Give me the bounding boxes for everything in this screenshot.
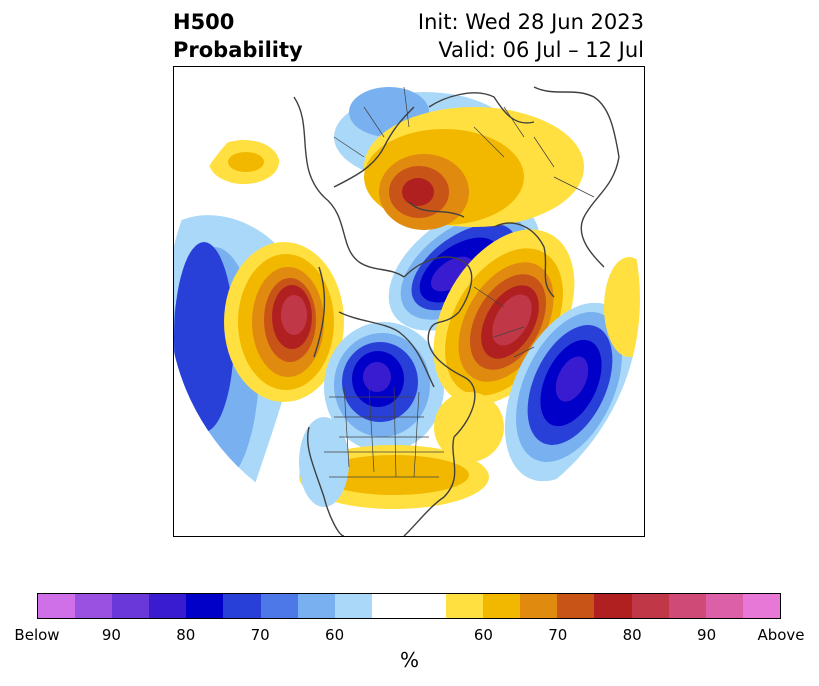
anomaly-above-far-east xyxy=(604,257,640,357)
colorbar-tick-3: 70 xyxy=(250,626,270,644)
init-date: Init: Wed 28 Jun 2023 xyxy=(417,10,644,34)
colorbar-above-6 xyxy=(668,594,706,618)
map-title: H500 Probability xyxy=(173,8,303,64)
colorbar-below-7 xyxy=(297,594,335,618)
colorbar-below-3 xyxy=(149,594,187,618)
colorbar-above-2 xyxy=(520,594,558,618)
colorbar-below-1 xyxy=(75,594,113,618)
colorbar-tick-5: 60 xyxy=(473,626,493,644)
colorbar-tick-9: Above xyxy=(757,626,805,644)
colorbar-above-1 xyxy=(483,594,521,618)
colorbar-tick-1: 90 xyxy=(101,626,121,644)
colorbar-above-3 xyxy=(557,594,595,618)
coastlines xyxy=(293,86,620,536)
title-variable: H500 xyxy=(173,10,235,34)
colorbar-below-8 xyxy=(334,594,372,618)
valid-range: Valid: 06 Jul – 12 Jul xyxy=(438,38,644,62)
colorbar-above-7 xyxy=(705,594,743,618)
probability-map xyxy=(173,66,645,537)
title-probability: Probability xyxy=(173,38,303,62)
anomaly-above-scandinavia xyxy=(433,229,575,405)
colorbar-tick-2: 80 xyxy=(176,626,196,644)
anomaly-above-central-asia xyxy=(364,107,584,230)
anomaly-below-west-us xyxy=(299,417,349,507)
colorbar-below-4 xyxy=(186,594,224,618)
map-dates: Init: Wed 28 Jun 2023 Valid: 06 Jul – 12… xyxy=(418,8,644,64)
colorbar-tick-8: 90 xyxy=(697,626,717,644)
colorbar-tick-0: Below xyxy=(14,626,60,644)
country-borders xyxy=(324,86,595,478)
anomaly-above-east-siberia xyxy=(224,242,344,402)
colorbar-above-4 xyxy=(594,594,632,618)
colorbar-tick-7: 80 xyxy=(622,626,642,644)
colorbar-tick-6: 70 xyxy=(548,626,568,644)
colorbar-unit-label: % xyxy=(399,648,419,672)
colorbar-below-2 xyxy=(112,594,150,618)
colorbar-above-5 xyxy=(631,594,669,618)
colorbar-tick-4: 60 xyxy=(325,626,345,644)
colorbar-below-6 xyxy=(260,594,298,618)
colorbar-above-0 xyxy=(446,594,484,618)
colorbar-above-8 xyxy=(742,594,780,618)
colorbar-below-0 xyxy=(38,594,76,618)
colorbar-tick-labels: Below 90 80 70 60 60 70 80 90 Above xyxy=(14,626,804,646)
colorbar-neutral xyxy=(371,594,447,618)
polar-map-svg xyxy=(174,86,640,536)
probability-colorbar xyxy=(37,593,781,619)
anomaly-below-central-canada xyxy=(324,322,444,452)
colorbar-below-5 xyxy=(223,594,261,618)
